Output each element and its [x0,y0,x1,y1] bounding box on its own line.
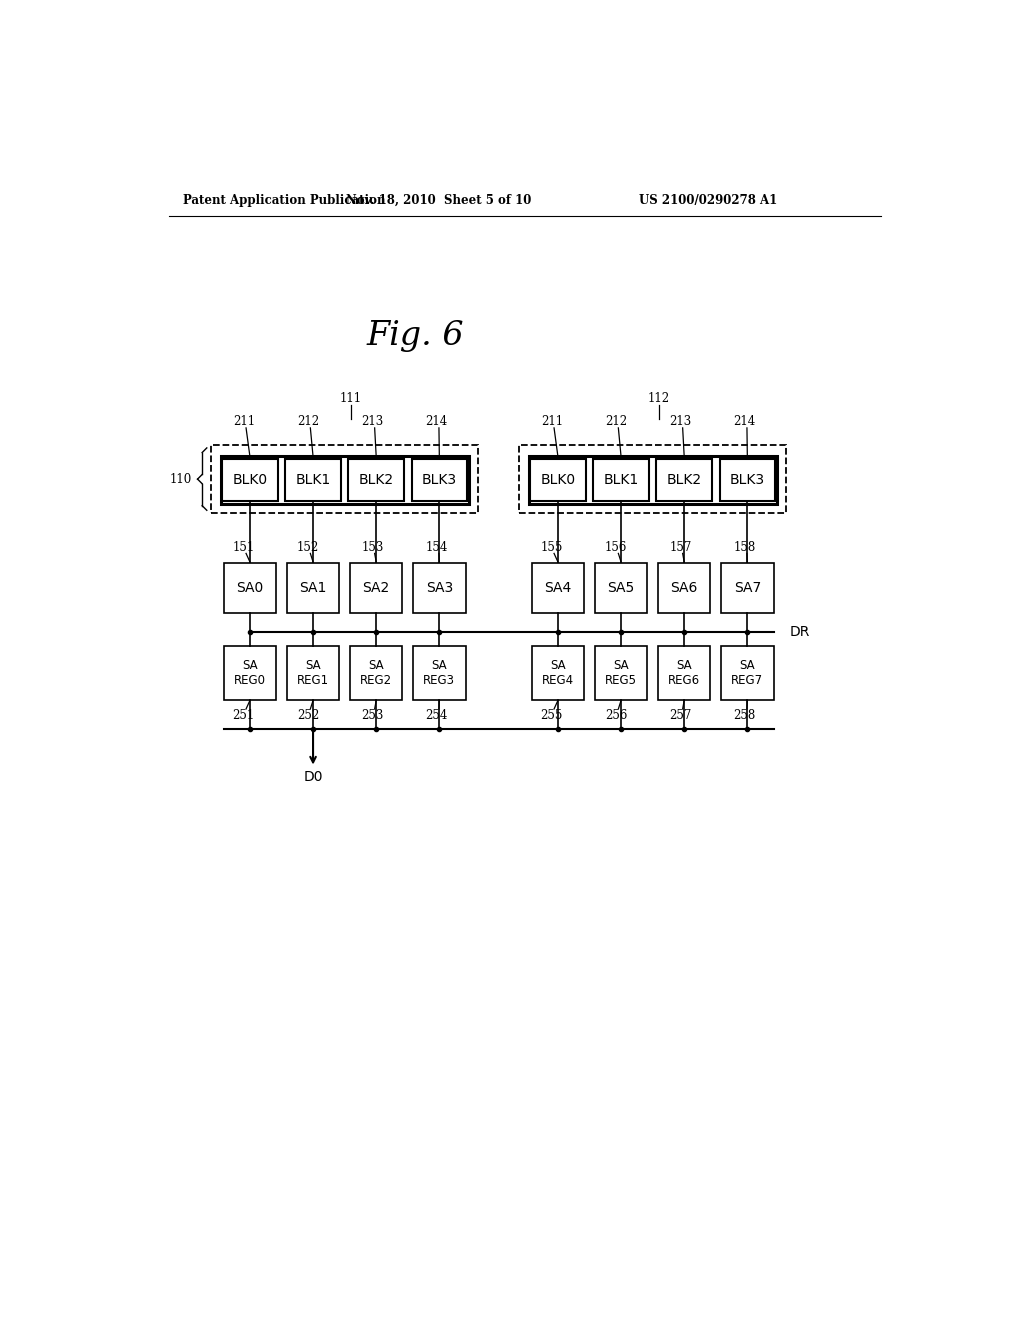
Text: SA4: SA4 [545,581,571,595]
Text: 155: 155 [541,541,563,554]
Text: SA
REG5: SA REG5 [605,659,637,686]
Bar [348,459,403,502]
Bar [220,455,469,504]
Text: 111: 111 [340,392,361,405]
Text: US 2100/0290278 A1: US 2100/0290278 A1 [639,194,777,207]
Text: 252: 252 [297,709,319,722]
Text: 151: 151 [232,541,255,554]
Bar [223,645,276,700]
Text: Fig. 6: Fig. 6 [367,319,464,351]
Bar [222,459,278,502]
Text: 257: 257 [669,709,691,722]
Text: 212: 212 [297,416,319,428]
Text: BLK0: BLK0 [232,473,267,487]
Bar [530,459,586,502]
Bar [658,562,711,612]
Text: 211: 211 [541,416,563,428]
Bar [223,562,276,612]
Bar [413,645,466,700]
Text: DR: DR [790,624,810,639]
Text: SA
REG1: SA REG1 [297,659,329,686]
Text: 158: 158 [733,541,756,554]
Text: 157: 157 [669,541,691,554]
Text: 258: 258 [733,709,756,722]
Bar [658,645,711,700]
Bar [720,459,775,502]
Text: SA5: SA5 [607,581,635,595]
Bar [528,455,776,504]
Text: SA
REG0: SA REG0 [233,659,266,686]
Bar [412,459,467,502]
Bar [531,562,584,612]
Text: 112: 112 [648,392,670,405]
Text: 256: 256 [605,709,628,722]
Text: 154: 154 [425,541,447,554]
Bar [350,645,402,700]
Text: 255: 255 [541,709,563,722]
Bar [287,645,339,700]
Text: SA
REG2: SA REG2 [360,659,392,686]
Text: 253: 253 [361,709,384,722]
Bar [287,562,339,612]
Text: SA0: SA0 [237,581,263,595]
Text: SA
REG4: SA REG4 [542,659,574,686]
Text: BLK0: BLK0 [541,473,575,487]
Bar [286,459,341,502]
Text: SA2: SA2 [362,581,390,595]
Text: BLK2: BLK2 [358,473,394,487]
Text: Nov. 18, 2010  Sheet 5 of 10: Nov. 18, 2010 Sheet 5 of 10 [346,194,531,207]
Text: BLK3: BLK3 [422,473,457,487]
Text: 254: 254 [425,709,447,722]
Bar [656,459,712,502]
Text: 213: 213 [670,416,691,428]
Text: 214: 214 [426,416,447,428]
Bar [721,562,773,612]
Text: BLK1: BLK1 [603,473,639,487]
Text: 211: 211 [232,416,255,428]
Text: SA3: SA3 [426,581,453,595]
Bar [721,645,773,700]
Text: Patent Application Publication: Patent Application Publication [183,194,385,207]
Text: 213: 213 [361,416,383,428]
Bar [595,645,647,700]
Text: 156: 156 [605,541,628,554]
Text: SA1: SA1 [299,581,327,595]
Text: 214: 214 [733,416,756,428]
Bar [350,562,402,612]
Text: SA
REG3: SA REG3 [423,659,456,686]
Bar [519,445,785,513]
Text: 251: 251 [232,709,255,722]
Text: BLK1: BLK1 [296,473,331,487]
Text: 152: 152 [297,541,319,554]
Text: SA
REG7: SA REG7 [731,659,764,686]
Text: D0: D0 [303,770,323,784]
Text: 153: 153 [361,541,384,554]
Text: BLK2: BLK2 [667,473,701,487]
Bar [595,562,647,612]
Text: 110: 110 [170,473,191,486]
Text: SA6: SA6 [671,581,698,595]
Text: SA7: SA7 [734,581,761,595]
Bar [413,562,466,612]
Bar [211,445,478,513]
Text: BLK3: BLK3 [730,473,765,487]
Text: SA
REG6: SA REG6 [668,659,700,686]
Bar [531,645,584,700]
Bar [593,459,649,502]
Text: 212: 212 [605,416,627,428]
